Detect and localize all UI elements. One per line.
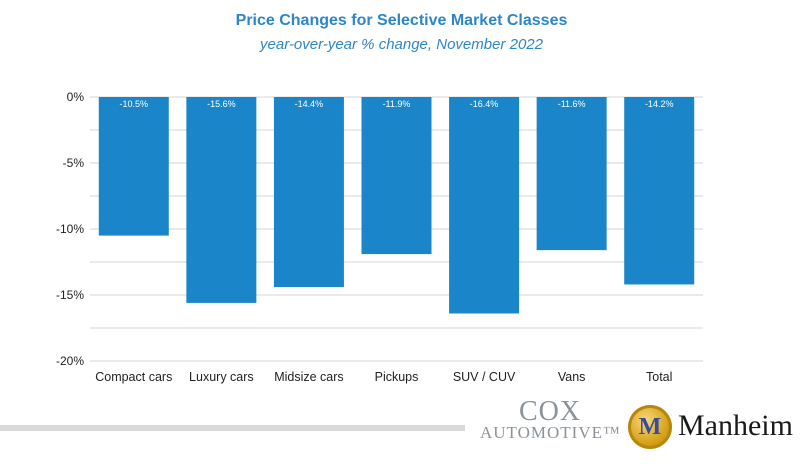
data-label: -15.6% [207,99,236,109]
footer-divider [0,425,465,431]
bar [361,97,432,255]
y-tick-label: -10% [56,222,84,236]
x-tick-label: SUV / CUV [453,370,516,384]
cox-automotive-logo: COX AUTOMOTIVE™ [480,396,621,442]
chart-title: Price Changes for Selective Market Class… [235,12,568,29]
x-tick-label: Total [646,370,672,384]
chart-subtitle: year-over-year % change, November 2022 [260,36,543,53]
x-tick-label: Pickups [375,370,419,384]
bar [536,97,607,251]
bar [273,97,344,288]
data-label: -11.6% [558,99,586,109]
data-label: -11.9% [383,99,411,109]
y-tick-label: -5% [63,156,85,170]
x-tick-label: Luxury cars [189,370,254,384]
data-label: -14.4% [295,99,324,109]
bar [186,97,257,303]
data-label: -16.4% [470,99,499,109]
manheim-wordmark: Manheim [678,409,793,442]
y-tick-label: 0% [67,90,85,104]
bar-chart: 0% -5% -10% -15% -20% -10.5% Compact cars -15.6… [56,90,703,384]
bar [449,97,520,314]
x-tick-label: Midsize cars [274,370,343,384]
data-label: -14.2% [645,99,674,109]
x-tick-label: Compact cars [95,370,172,384]
bar [98,97,169,236]
y-tick-label: -15% [56,288,84,302]
x-tick-label: Vans [558,370,586,384]
data-label: -10.5% [120,99,149,109]
y-tick-label: -20% [56,354,84,368]
cox-logo-line1: COX [518,396,582,427]
bar [624,97,695,285]
manheim-emblem-icon: M [628,405,672,449]
cox-logo-line2: AUTOMOTIVE™ [480,423,621,442]
